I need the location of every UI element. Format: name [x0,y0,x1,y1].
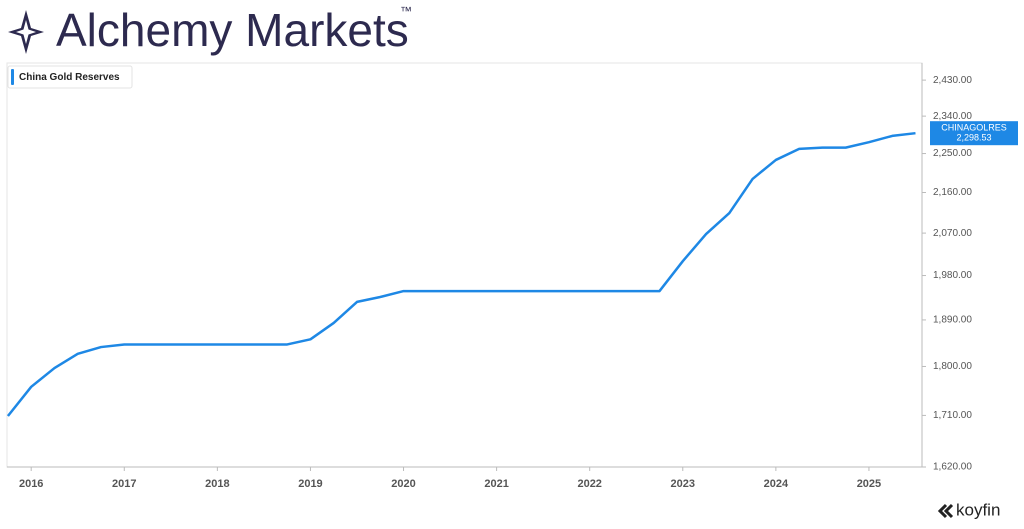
x-tick-label: 2020 [391,478,415,490]
x-tick-label: 2017 [112,478,136,490]
x-tick-label: 2022 [577,478,601,490]
x-tick-label: 2024 [764,478,789,490]
x-tick-label: 2023 [671,478,695,490]
koyfin-logo: koyfin [937,500,1000,519]
y-tick-label: 2,340.00 [933,111,972,122]
plot-frame [6,62,923,468]
last-value-tag [930,121,1018,146]
logo-icon [8,10,44,54]
y-tick-label: 2,430.00 [933,75,972,86]
tag-ticker: CHINAGOLRES [941,123,1007,133]
brand-name: Alchemy Markets [56,4,409,56]
x-tick-label: 2016 [19,478,43,490]
series-line [6,131,916,417]
y-tick-label: 1,710.00 [933,410,972,421]
source-name: koyfin [956,500,1000,519]
legend-box [7,65,133,89]
y-tick-label: 2,070.00 [933,228,972,239]
x-tick-label: 2025 [857,478,881,490]
legend-label: China Gold Reserves [19,72,120,83]
y-tick-label: 1,800.00 [933,361,972,372]
y-tick-label: 1,980.00 [933,270,972,281]
x-tick-label: 2019 [298,478,322,490]
y-tick-label: 1,620.00 [933,462,972,473]
y-tick-label: 2,160.00 [933,187,972,198]
tag-value: 2,298.53 [956,133,991,143]
y-tick-label: 2,250.00 [933,148,972,159]
x-tick-label: 2021 [484,478,508,490]
legend-swatch [11,69,14,85]
x-tick-label: 2018 [205,478,229,490]
y-tick-label: 1,890.00 [933,315,972,326]
trademark: ™ [400,4,412,18]
